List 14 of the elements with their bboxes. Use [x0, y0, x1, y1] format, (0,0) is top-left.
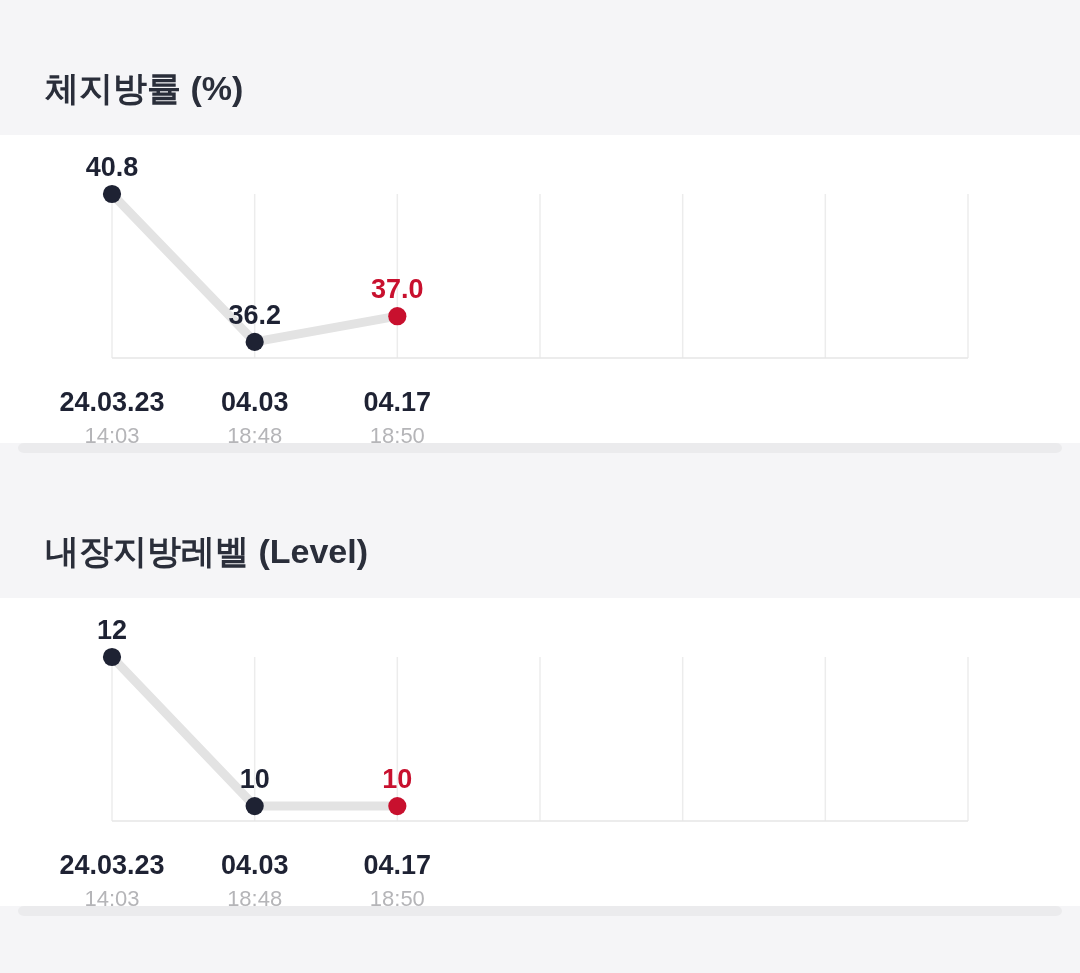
- chart-title: 체지방률 (%): [45, 69, 244, 107]
- chart-title: 내장지방레벨 (Level): [45, 532, 369, 570]
- data-label: 12: [96, 615, 128, 645]
- x-tick-label: 24.03.23 14:03: [59, 387, 165, 448]
- data-label: 36.2: [228, 299, 281, 330]
- data-label: 37.0: [371, 274, 424, 305]
- data-label: 10: [382, 764, 413, 795]
- data-label: 40.8: [85, 152, 139, 182]
- x-tick-label: 04.03 18:48: [220, 850, 289, 911]
- x-tick-label: 04.17 18:50: [363, 387, 432, 448]
- data-label: 10: [239, 764, 270, 795]
- x-tick-label: 04.17 18:50: [363, 850, 432, 911]
- x-tick-label: 04.03 18:48: [220, 387, 289, 448]
- x-tick-label: 24.03.23 14:03: [59, 850, 165, 911]
